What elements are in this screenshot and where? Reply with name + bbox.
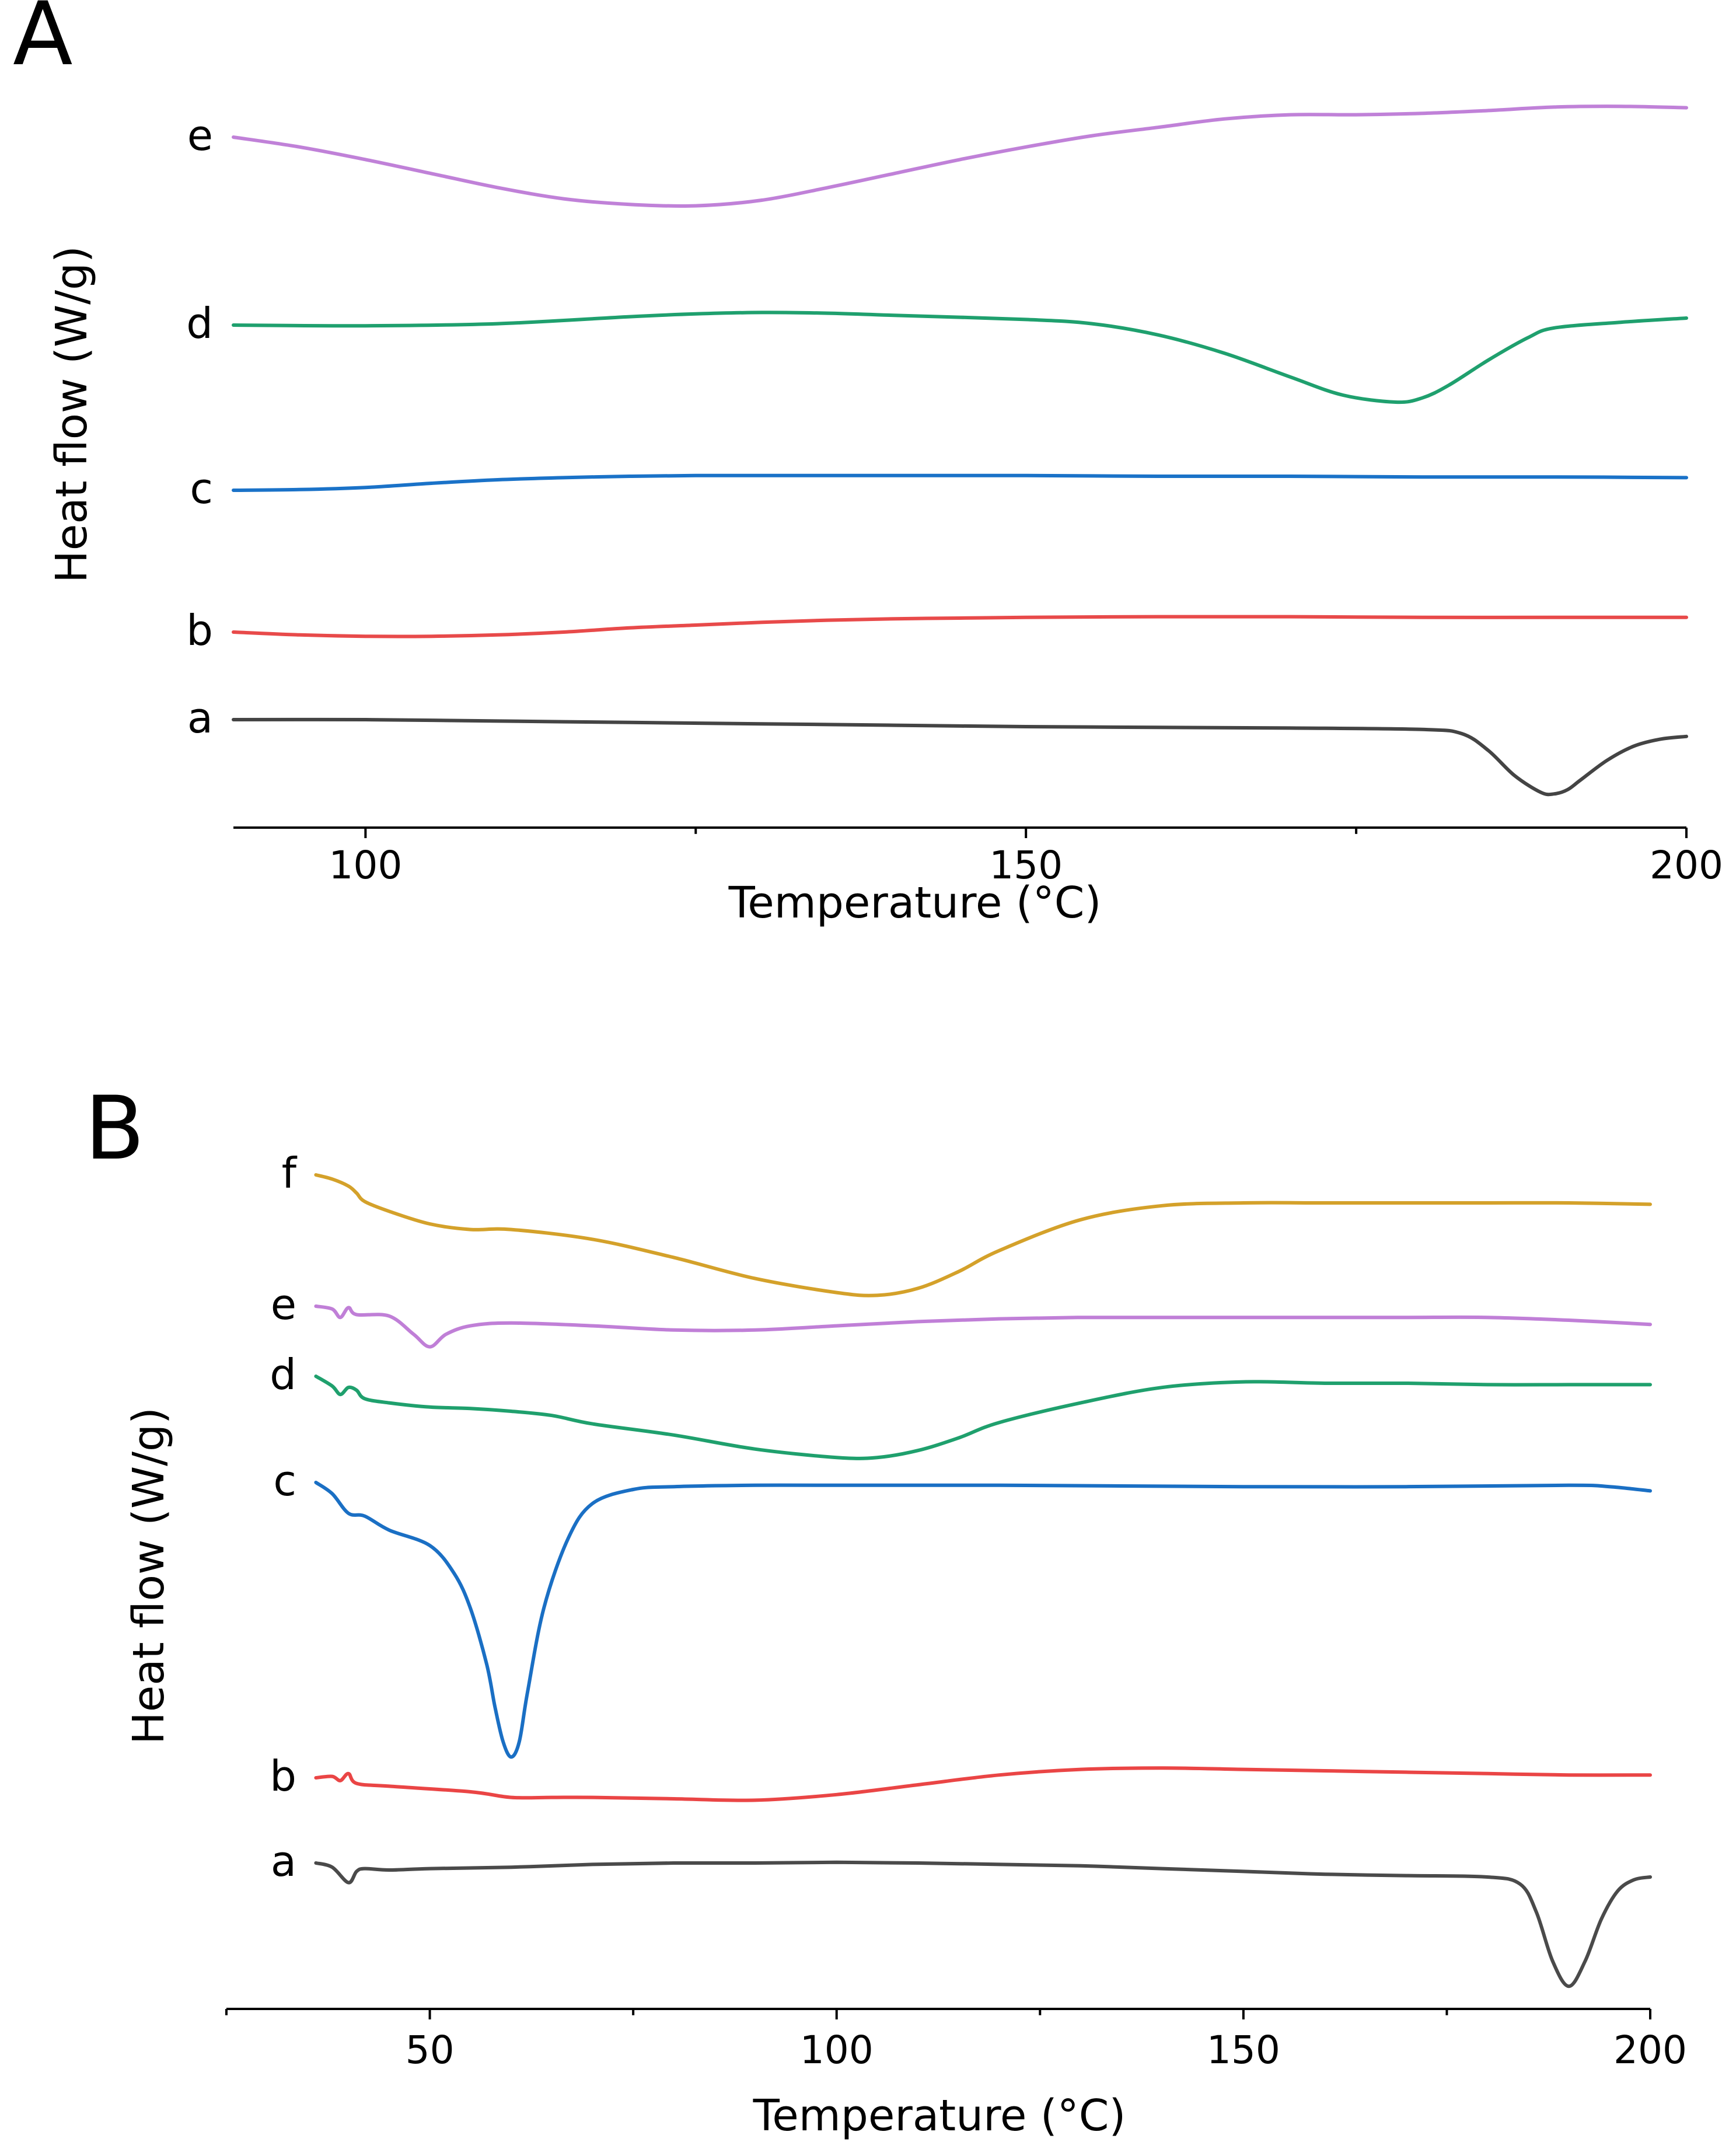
panel-b-x-tick-label: 150 bbox=[1207, 2028, 1280, 2073]
panel-a-series-a-line bbox=[232, 717, 1688, 797]
panel-a-series-a-label: a bbox=[187, 693, 213, 742]
panel-a-series-e-line bbox=[232, 104, 1688, 208]
panel-a-series-labels: ab c d e bbox=[186, 111, 213, 742]
panel-b-series-labels: ab c de f bbox=[270, 1149, 297, 1886]
panel-a-x-tick-label: 150 bbox=[989, 843, 1063, 888]
panel-b-series-e-line bbox=[314, 1304, 1652, 1349]
panel-b-series-f-line bbox=[314, 1173, 1652, 1297]
panel-a-series-d-label: d bbox=[186, 299, 213, 348]
panel-a-series-b-line bbox=[232, 615, 1688, 639]
panel-a-curves bbox=[232, 104, 1688, 797]
panel-b-x-tick-label: 100 bbox=[800, 2028, 874, 2073]
panel-b-series-b-line bbox=[314, 1766, 1652, 1802]
panel-a-x-tick-label: 200 bbox=[1650, 843, 1723, 888]
panel-b-series-c-label: c bbox=[273, 1456, 296, 1505]
panel-b-series-b-label: b bbox=[270, 1752, 296, 1801]
panel-a-letter: A bbox=[13, 0, 73, 85]
panel-b-chart: B Heat flow (W/g) 50 100 150 200 ab c de f Tem… bbox=[85, 1078, 1687, 2141]
panel-a-series-d-line bbox=[232, 311, 1688, 404]
panel-b-x-tick-label: 50 bbox=[406, 2028, 455, 2073]
panel-a-x-ticks: 100 150 200 bbox=[329, 828, 1723, 888]
panel-b-x-ticks: 50 100 150 200 bbox=[225, 2009, 1687, 2073]
panel-b-curves bbox=[314, 1173, 1652, 1988]
panel-a-series-b-label: b bbox=[186, 606, 213, 655]
panel-b-series-a-label: a bbox=[271, 1837, 296, 1886]
panel-a-series-c-label: c bbox=[190, 464, 213, 513]
panel-b-series-e-label: e bbox=[271, 1280, 296, 1329]
panel-a-chart: A Heat flow (W/g) 100 150 200 ab c d e Temper… bbox=[13, 0, 1723, 928]
panel-a-y-axis-title: Heat flow (W/g) bbox=[47, 246, 97, 583]
panel-b-x-tick-label: 200 bbox=[1613, 2028, 1687, 2073]
panel-b-x-axis-title: Temperature (°C) bbox=[753, 2091, 1126, 2141]
panel-b-series-c-line bbox=[314, 1481, 1652, 1759]
panel-b-letter: B bbox=[85, 1078, 145, 1180]
panel-a-x-axis-title: Temperature (°C) bbox=[728, 878, 1102, 928]
panel-b-series-d-line bbox=[314, 1374, 1652, 1460]
panel-a-series-e-label: e bbox=[187, 111, 213, 160]
panel-b-series-d-label: d bbox=[270, 1350, 296, 1399]
panel-b-series-f-label: f bbox=[282, 1149, 298, 1198]
panel-a-x-tick-label: 100 bbox=[329, 843, 402, 888]
panel-b-y-axis-title: Heat flow (W/g) bbox=[124, 1407, 174, 1745]
panel-a-series-c-line bbox=[232, 473, 1688, 492]
panel-b-series-a-line bbox=[314, 1860, 1652, 1988]
